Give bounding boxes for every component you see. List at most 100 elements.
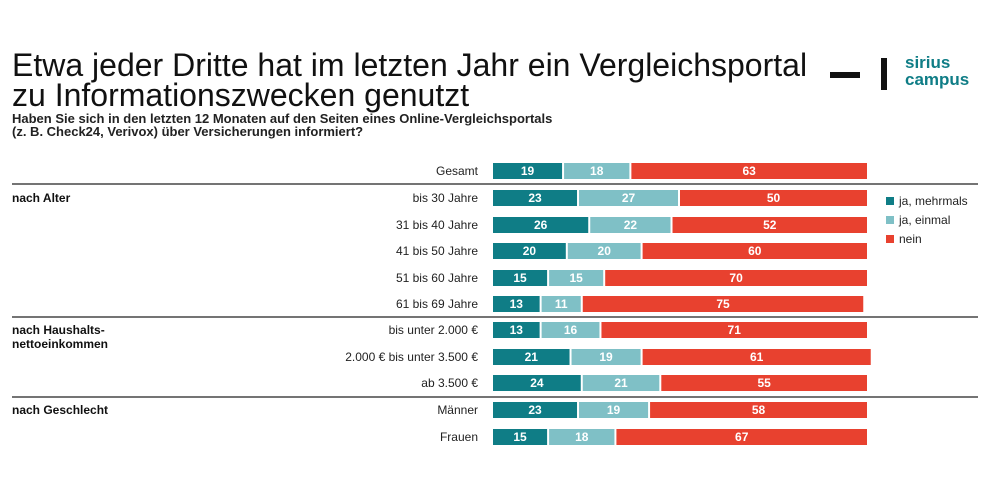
group-label-2: nach Geschlecht — [12, 403, 108, 417]
data-label: 23 — [528, 191, 542, 205]
bar-segment — [493, 190, 578, 206]
data-label: 20 — [598, 244, 612, 258]
chart-subtitle-line-1: Haben Sie sich in den letzten 12 Monaten… — [12, 111, 553, 126]
data-label: 27 — [622, 191, 636, 205]
chart-title-line-2: zu Informationszwecken genutzt — [12, 77, 470, 113]
bar-segment — [582, 296, 864, 312]
bar-segment — [541, 296, 581, 312]
bar-segment — [493, 243, 566, 259]
row-label: 61 bis 69 Jahre — [396, 297, 478, 311]
data-label: 50 — [767, 191, 781, 205]
data-label: 15 — [513, 430, 527, 444]
data-label: 18 — [590, 164, 604, 178]
group-label-line: nach Geschlecht — [12, 403, 108, 417]
bar-segment — [493, 322, 540, 338]
legend-swatch — [886, 235, 894, 243]
bar-segment — [605, 270, 867, 286]
row-label: ab 3.500 € — [421, 376, 478, 390]
data-label: 16 — [564, 323, 578, 337]
bar-segment — [579, 190, 678, 206]
data-label: 58 — [752, 403, 766, 417]
logo-wordmark: sirius campus — [905, 54, 969, 88]
legend-swatch — [886, 216, 894, 224]
bar-segment — [650, 402, 867, 418]
data-label: 55 — [757, 376, 771, 390]
row-label: Gesamt — [436, 164, 479, 178]
data-label: 75 — [716, 297, 730, 311]
bar-segment — [571, 349, 641, 365]
bar-segment — [493, 296, 540, 312]
data-label: 61 — [750, 350, 764, 364]
chart-title: Etwa jeder Dritte hat im letzten Jahr ei… — [12, 47, 812, 113]
bar-segment — [493, 429, 548, 445]
logo-dash-mark — [830, 72, 860, 78]
row-label: 51 bis 60 Jahre — [396, 271, 478, 285]
bar-segment — [642, 349, 871, 365]
data-label: 13 — [510, 323, 524, 337]
bar-segment — [616, 429, 867, 445]
data-label: 60 — [748, 244, 762, 258]
data-label: 20 — [523, 244, 537, 258]
bar-segment — [567, 243, 641, 259]
chart-title-line-1: Etwa jeder Dritte hat im letzten Jahr ei… — [12, 47, 808, 83]
logo-bar-mark — [881, 58, 887, 90]
data-label: 21 — [525, 350, 539, 364]
bar-segment — [541, 322, 600, 338]
data-label: 11 — [555, 297, 568, 311]
row-label: 2.000 € bis unter 3.500 € — [345, 350, 478, 364]
row-label: bis unter 2.000 € — [389, 323, 479, 337]
data-label: 23 — [528, 403, 542, 417]
data-label: 18 — [575, 430, 589, 444]
chart-subtitle: Haben Sie sich in den letzten 12 Monaten… — [12, 112, 772, 138]
bar-segment — [549, 429, 615, 445]
legend-entry: ja, mehrmals — [898, 194, 968, 208]
bar-segment — [642, 243, 867, 259]
bar-segment — [549, 270, 604, 286]
bar-segment — [631, 163, 867, 179]
bar-segment — [582, 375, 660, 391]
group-label-line: nach Alter — [12, 191, 71, 205]
bar-segment — [564, 163, 630, 179]
bar-segment — [590, 217, 671, 233]
bar-segment — [493, 349, 570, 365]
data-label: 13 — [510, 297, 524, 311]
data-label: 67 — [735, 430, 749, 444]
bar-segment — [661, 375, 867, 391]
bar-segment — [680, 190, 867, 206]
chart-subtitle-line-2: (z. B. Check24, Verivox) über Versicheru… — [12, 124, 364, 139]
data-label: 21 — [614, 376, 628, 390]
bar-segment — [493, 375, 581, 391]
data-label: 19 — [521, 164, 535, 178]
row-label: 41 bis 50 Jahre — [396, 244, 478, 258]
bar-segment — [601, 322, 867, 338]
data-label: 15 — [569, 271, 583, 285]
data-label: 24 — [530, 376, 544, 390]
row-label: bis 30 Jahre — [413, 191, 479, 205]
data-label: 22 — [624, 218, 638, 232]
bar-segment — [493, 402, 578, 418]
logo-text-line-1: sirius — [905, 53, 951, 72]
data-label: 52 — [763, 218, 777, 232]
data-label: 26 — [534, 218, 548, 232]
data-label: 71 — [728, 323, 742, 337]
logo-text-line-2: campus — [905, 70, 970, 89]
legend-entry: nein — [899, 232, 922, 246]
bar-segment — [579, 402, 649, 418]
data-label: 15 — [513, 271, 527, 285]
row-label: 31 bis 40 Jahre — [396, 218, 478, 232]
data-label: 63 — [743, 164, 757, 178]
data-label: 19 — [607, 403, 621, 417]
sirius-campus-logo: sirius campus — [830, 54, 990, 98]
group-label-0: nach Alter — [12, 191, 71, 205]
bar-segment — [493, 270, 548, 286]
legend-entry: ja, einmal — [898, 213, 950, 227]
legend-swatch — [886, 197, 894, 205]
bar-segment — [493, 163, 563, 179]
data-label: 19 — [599, 350, 613, 364]
bar-segment — [672, 217, 867, 233]
group-label-1: nach Haushalts-nettoeinkommen — [12, 323, 108, 351]
row-label: Frauen — [440, 430, 478, 444]
row-label: Männer — [437, 403, 478, 417]
data-label: 70 — [729, 271, 743, 285]
